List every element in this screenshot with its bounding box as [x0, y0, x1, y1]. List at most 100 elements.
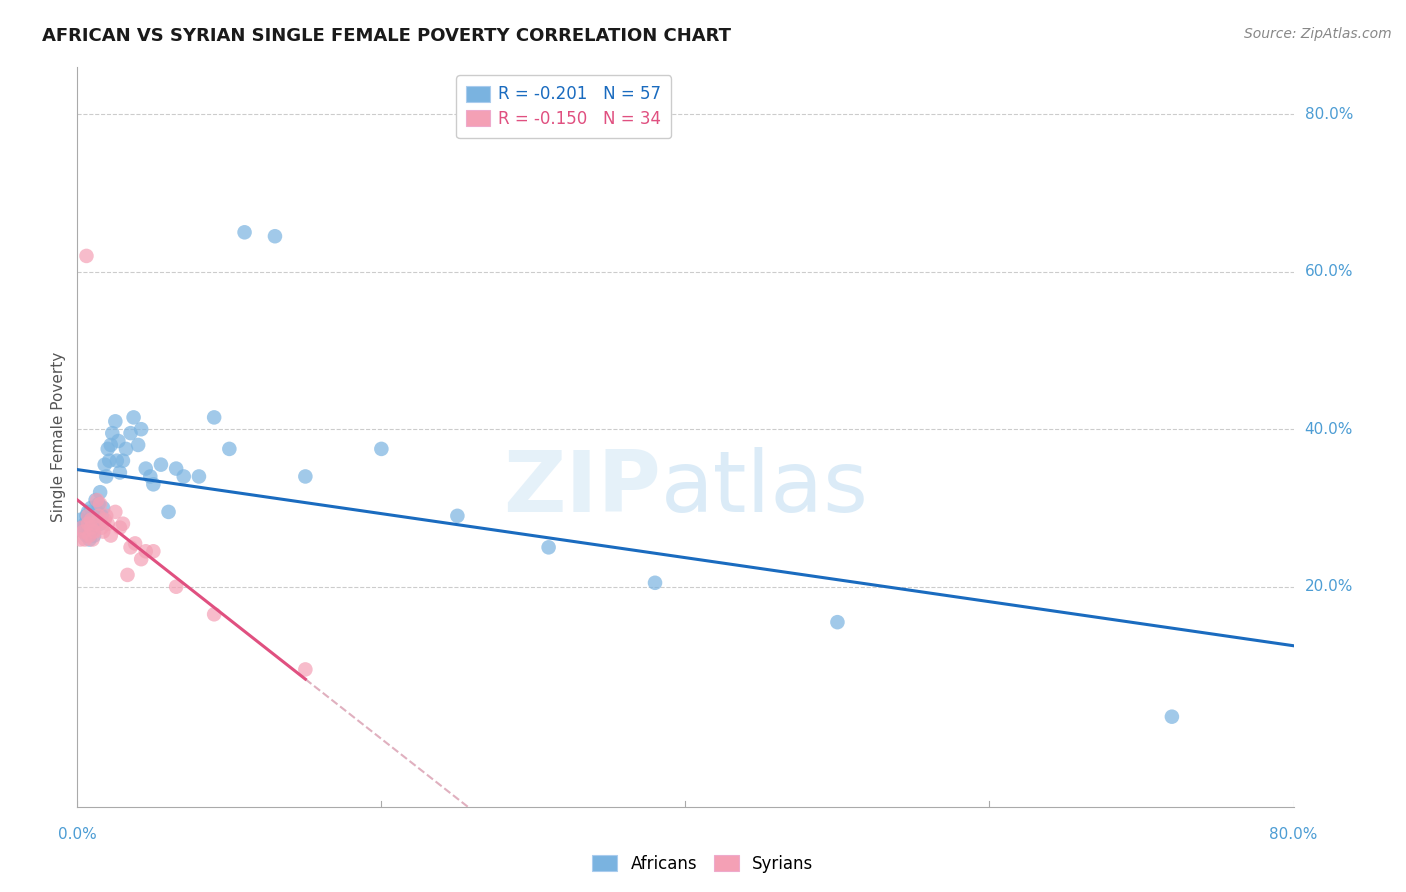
Point: [100, 438, 122, 452]
Point: [142, 477, 165, 491]
Point: [115, 442, 138, 456]
Point: [91, 524, 114, 539]
Point: [101, 426, 124, 441]
Point: [79, 528, 101, 542]
Point: [135, 461, 157, 475]
Point: [91, 500, 114, 515]
Point: [117, 568, 139, 582]
Point: [202, 607, 225, 622]
Point: [104, 505, 127, 519]
Point: [80, 521, 103, 535]
Point: [142, 544, 165, 558]
Point: [82, 533, 104, 547]
Point: [93, 513, 115, 527]
Point: [77, 505, 100, 519]
Point: [72, 524, 94, 539]
Point: [188, 469, 211, 483]
Text: Source: ZipAtlas.com: Source: ZipAtlas.com: [1244, 27, 1392, 41]
Point: [86, 493, 108, 508]
Point: [124, 536, 146, 550]
Text: 20.0%: 20.0%: [1305, 579, 1353, 594]
Point: [75, 508, 97, 523]
Point: [294, 662, 316, 676]
Point: [108, 521, 131, 535]
Point: [77, 508, 100, 523]
Text: 60.0%: 60.0%: [1305, 264, 1353, 279]
Point: [70, 521, 93, 535]
Point: [129, 552, 152, 566]
Point: [105, 453, 128, 467]
Text: AFRICAN VS SYRIAN SINGLE FEMALE POVERTY CORRELATION CHART: AFRICAN VS SYRIAN SINGLE FEMALE POVERTY …: [42, 27, 731, 45]
Point: [127, 438, 149, 452]
Point: [89, 497, 111, 511]
Point: [96, 508, 118, 523]
Point: [84, 516, 107, 531]
Point: [89, 516, 111, 531]
Text: 80.0%: 80.0%: [1305, 107, 1353, 121]
Point: [70, 521, 93, 535]
Point: [90, 508, 112, 523]
Point: [537, 541, 560, 555]
Point: [108, 466, 131, 480]
Point: [202, 410, 225, 425]
Point: [264, 229, 287, 244]
Point: [122, 410, 145, 425]
Point: [111, 453, 134, 467]
Point: [80, 524, 103, 539]
Point: [69, 533, 91, 547]
Point: [83, 524, 105, 539]
Point: [107, 434, 129, 448]
Point: [165, 580, 187, 594]
Text: 80.0%: 80.0%: [1270, 827, 1317, 842]
Point: [75, 528, 97, 542]
Point: [73, 533, 96, 547]
Point: [87, 508, 110, 523]
Legend: R = -0.201   N = 57, R = -0.150   N = 34: R = -0.201 N = 57, R = -0.150 N = 34: [457, 75, 671, 138]
Point: [157, 505, 180, 519]
Point: [82, 521, 104, 535]
Point: [79, 533, 101, 547]
Point: [79, 513, 101, 527]
Point: [75, 249, 97, 263]
Point: [87, 497, 110, 511]
Point: [111, 516, 134, 531]
Point: [69, 513, 91, 527]
Point: [104, 414, 127, 428]
Point: [129, 422, 152, 436]
Point: [86, 505, 108, 519]
Point: [98, 453, 121, 467]
Point: [1161, 709, 1184, 723]
Point: [827, 615, 849, 630]
Point: [135, 544, 157, 558]
Point: [97, 442, 120, 456]
Point: [80, 513, 103, 527]
Point: [218, 442, 240, 456]
Point: [80, 500, 103, 515]
Point: [97, 516, 120, 531]
Point: [120, 541, 142, 555]
Point: [446, 508, 468, 523]
Point: [93, 458, 115, 472]
Point: [86, 513, 108, 527]
Point: [77, 516, 100, 531]
Point: [83, 528, 105, 542]
Point: [644, 575, 666, 590]
Point: [233, 225, 256, 239]
Legend: Africans, Syrians: Africans, Syrians: [586, 848, 820, 880]
Point: [96, 469, 118, 483]
Point: [77, 521, 100, 535]
Text: atlas: atlas: [661, 448, 869, 531]
Point: [294, 469, 316, 483]
Point: [89, 485, 111, 500]
Point: [120, 426, 142, 441]
Text: 40.0%: 40.0%: [1305, 422, 1353, 437]
Point: [139, 469, 162, 483]
Point: [90, 521, 112, 535]
Point: [370, 442, 392, 456]
Point: [84, 493, 107, 508]
Point: [72, 524, 94, 539]
Text: 0.0%: 0.0%: [58, 827, 97, 842]
Point: [73, 516, 96, 531]
Point: [173, 469, 195, 483]
Text: ZIP: ZIP: [503, 448, 661, 531]
